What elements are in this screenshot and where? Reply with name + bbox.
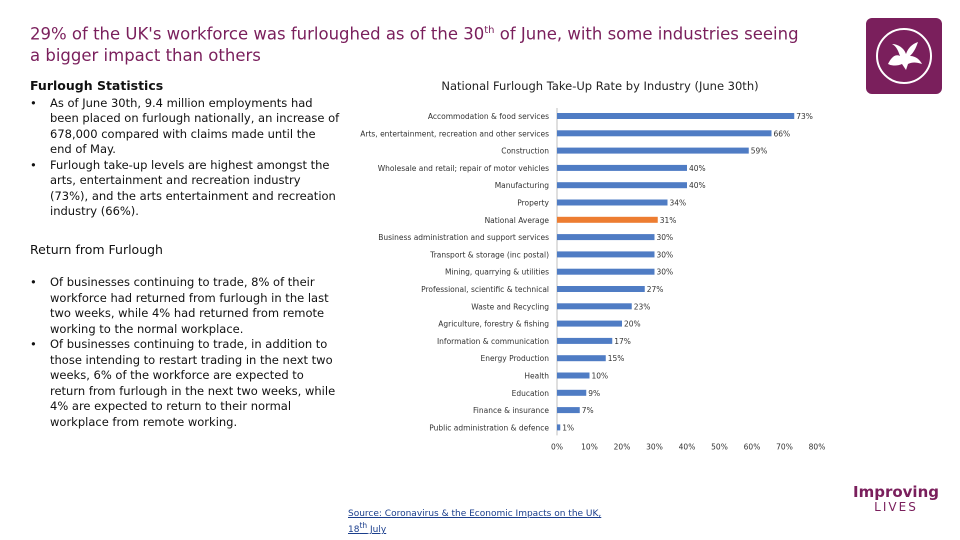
bullet-text: As of June 30th, 9.4 million employments… (50, 95, 340, 157)
x-tick-label: 0% (551, 442, 563, 451)
return-from-furlough-heading: Return from Furlough (30, 241, 163, 257)
bullet-item: • Furlough take-up levels are highest amo… (30, 158, 340, 220)
source-date-end: July (367, 525, 387, 535)
category-label: Professional, scientific & technical (421, 285, 549, 294)
slide-title-text: 29% of the UK's workforce was furloughed… (30, 24, 485, 44)
bar (557, 424, 561, 431)
bar (557, 182, 687, 189)
left-panel: Furlough Statistics • As of June 30th, 9.… (30, 78, 340, 430)
category-label: Accommodation & food services (428, 112, 549, 121)
bar (557, 389, 587, 396)
category-label: Mining, quarrying & utilities (445, 268, 549, 277)
source-line-2: 18th July (348, 520, 601, 536)
data-label: 10% (592, 372, 609, 381)
category-label: Business administration and support serv… (378, 233, 549, 242)
x-tick-label: 80% (809, 442, 826, 451)
bullet-text: Of businesses continuing to trade, in ad… (50, 337, 336, 429)
dragon-icon (876, 28, 932, 84)
data-label: 9% (588, 389, 600, 398)
brand-line-1: Improving (853, 483, 939, 501)
x-tick-label: 20% (614, 442, 631, 451)
data-label: 31% (660, 216, 677, 225)
furlough-statistics-heading: Furlough Statistics (30, 78, 164, 93)
bullet-symbol: • (30, 157, 37, 172)
bullet-symbol: • (30, 337, 37, 351)
bullet-text: Of businesses continuing to trade, 8% of… (50, 275, 329, 336)
bullet-item: • Of businesses continuing to trade, 8% o… (30, 275, 340, 337)
data-label: 66% (774, 129, 791, 138)
bullet-item: • As of June 30th, 9.4 million employment… (30, 96, 340, 158)
bullet-symbol: • (30, 95, 37, 110)
category-label: Information & communication (437, 337, 549, 346)
category-label: Education (512, 389, 550, 398)
category-label: Transport & storage (inc postal) (429, 250, 549, 259)
category-label: Energy Production (480, 354, 549, 363)
bar (557, 355, 606, 362)
bar (557, 407, 580, 414)
bullet-item: • Of businesses continuing to trade, in a… (30, 337, 340, 430)
brand-line-2: LIVES (874, 500, 918, 514)
bar (557, 251, 655, 258)
data-label: 59% (751, 147, 768, 156)
category-label: Property (517, 199, 549, 208)
category-label: Waste and Recycling (471, 302, 549, 311)
category-label: Arts, entertainment, recreation and othe… (360, 129, 549, 138)
category-label: Agriculture, forestry & fishing (438, 320, 549, 329)
slide-title-sup: th (484, 25, 495, 36)
category-label: Finance & insurance (473, 406, 549, 415)
bar (557, 337, 613, 344)
x-tick-label: 40% (679, 442, 696, 451)
category-label: Health (524, 372, 549, 381)
bar (557, 372, 590, 379)
category-label: Manufacturing (495, 181, 550, 190)
bullet-symbol: • (30, 275, 37, 289)
bar (557, 303, 632, 310)
data-label: 20% (624, 320, 641, 329)
bullet-text: Furlough take-up levels are highest amon… (50, 157, 336, 219)
data-label: 7% (582, 406, 594, 415)
bar (557, 130, 772, 137)
x-tick-label: 30% (646, 442, 663, 451)
data-label: 15% (608, 354, 625, 363)
chart-title: National Furlough Take-Up Rate by Indust… (441, 79, 759, 93)
source-date-sup: th (359, 521, 368, 530)
bar (557, 164, 687, 171)
data-label: 30% (657, 250, 674, 259)
bar (557, 234, 655, 241)
improving-lives-logo: Improving LIVES (852, 484, 940, 514)
category-label: Construction (501, 147, 549, 156)
data-label: 1% (562, 423, 574, 432)
category-label: Public administration & defence (429, 423, 549, 432)
category-label: National Average (485, 216, 550, 225)
bar (557, 286, 645, 292)
source-link[interactable]: Source: Coronavirus & the Economic Impac… (348, 509, 601, 536)
bar (557, 216, 658, 223)
slide-title: 29% of the UK's workforce was furloughed… (30, 20, 810, 66)
data-label: 17% (614, 337, 631, 346)
x-tick-label: 10% (581, 442, 598, 451)
bar (557, 268, 655, 275)
slide-title-text-end: of June, with some industries seeing a b… (30, 24, 799, 65)
bar (557, 199, 668, 206)
x-tick-label: 50% (711, 442, 728, 451)
data-label: 40% (689, 181, 706, 190)
data-label: 34% (670, 199, 687, 208)
source-date: 18 (348, 525, 360, 535)
data-label: 30% (657, 233, 674, 242)
bar (557, 113, 795, 119)
data-label: 73% (796, 112, 813, 121)
category-label: Wholesale and retail; repair of motor ve… (378, 164, 549, 173)
bar (557, 147, 749, 154)
source-line-1: Source: Coronavirus & the Economic Impac… (348, 509, 602, 519)
x-tick-label: 60% (744, 442, 761, 451)
dragon-logo (866, 18, 942, 94)
data-label: 27% (647, 285, 664, 294)
x-tick-label: 70% (776, 442, 793, 451)
data-label: 40% (689, 164, 706, 173)
data-label: 30% (657, 268, 674, 277)
data-label: 23% (634, 302, 651, 311)
bar (557, 320, 622, 327)
